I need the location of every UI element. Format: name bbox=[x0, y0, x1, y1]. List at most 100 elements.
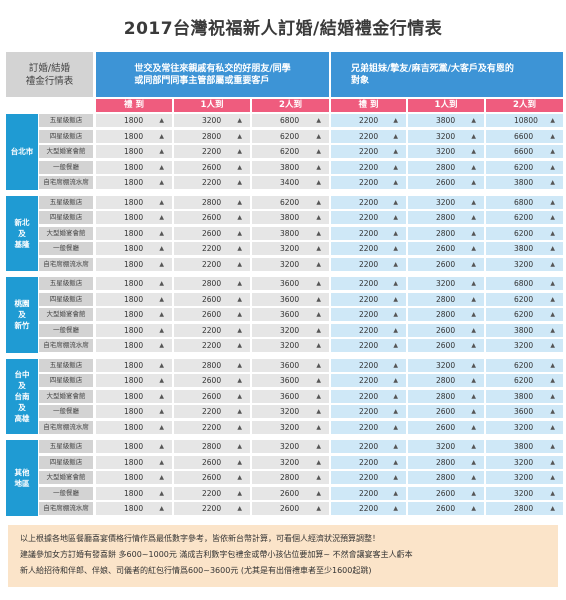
cell-value: 3800 bbox=[436, 116, 456, 125]
up-arrow-icon: ▲ bbox=[237, 148, 242, 155]
cell-value: 3200 bbox=[280, 244, 300, 253]
up-arrow-icon: ▲ bbox=[393, 214, 398, 221]
up-arrow-icon: ▲ bbox=[316, 423, 321, 431]
cell-value: 1800 bbox=[124, 473, 144, 482]
cell-value: 1800 bbox=[124, 457, 144, 467]
up-arrow-icon: ▲ bbox=[471, 148, 476, 155]
cell-value: 3200 bbox=[280, 259, 300, 269]
up-arrow-icon: ▲ bbox=[237, 458, 242, 466]
cell-value: 2800 bbox=[436, 213, 456, 222]
group-header-family-best-friends-text: 兄弟姐妹/摯友/麻吉死黨/大客戶及有恩的 對象 bbox=[351, 63, 514, 86]
cell-value: 2200 bbox=[359, 488, 379, 498]
cell-value: 2200 bbox=[359, 422, 379, 432]
up-arrow-icon: ▲ bbox=[316, 361, 321, 369]
up-arrow-icon: ▲ bbox=[237, 361, 242, 369]
table-cell: 2200 ▲ bbox=[174, 502, 250, 515]
table-cell: 6200 ▲ bbox=[486, 374, 563, 387]
cell-value: 1800 bbox=[124, 228, 144, 238]
up-arrow-icon: ▲ bbox=[393, 280, 398, 287]
table-cell: 2200 ▲ bbox=[174, 242, 250, 255]
up-arrow-icon: ▲ bbox=[316, 148, 321, 155]
cell-value: 3200 bbox=[514, 341, 534, 350]
up-arrow-icon: ▲ bbox=[393, 505, 398, 512]
up-arrow-icon: ▲ bbox=[550, 179, 555, 186]
table-cell: 1800 ▲ bbox=[96, 358, 172, 372]
table-cell: 3800 ▲ bbox=[408, 114, 484, 127]
table-cell: 6200 ▲ bbox=[486, 211, 563, 224]
cell-value: 3200 bbox=[280, 442, 300, 451]
cell-value: 2200 bbox=[359, 325, 379, 335]
table-cell: 2200 ▲ bbox=[331, 176, 406, 189]
cell-value: 1800 bbox=[124, 116, 144, 125]
cell-value: 3200 bbox=[514, 457, 534, 467]
group-header-close-relations: 世交及常往來親戚有私交的好朋友/同學 或同部門同事主管部屬或重要客戶 bbox=[96, 52, 329, 97]
cell-value: 2200 bbox=[359, 294, 379, 304]
cell-value: 2600 bbox=[280, 488, 300, 498]
group-header-close-relations-text: 世交及常往來親戚有私交的好朋友/同學 或同部門同事主管部屬或重要客戶 bbox=[134, 63, 291, 86]
table-cell: 2600 ▲ bbox=[174, 374, 250, 387]
table-cell: 1800 ▲ bbox=[96, 145, 172, 158]
table-cell: 6200 ▲ bbox=[486, 292, 563, 306]
up-arrow-icon: ▲ bbox=[316, 280, 321, 287]
column-header-1: 禮 到 bbox=[96, 99, 172, 112]
cell-value: 3200 bbox=[280, 407, 300, 416]
table-cell: 1800 ▲ bbox=[96, 486, 172, 500]
region-label-1: 台北市 bbox=[6, 114, 38, 190]
table-cell: 3800 ▲ bbox=[252, 160, 329, 174]
up-arrow-icon: ▲ bbox=[159, 443, 164, 450]
up-arrow-icon: ▲ bbox=[159, 408, 164, 415]
table-cell: 2800 ▲ bbox=[408, 160, 484, 174]
up-arrow-icon: ▲ bbox=[159, 132, 164, 140]
region-label-4: 台中及台南及高雄 bbox=[6, 358, 38, 434]
table-cell: 2600 ▲ bbox=[174, 308, 250, 321]
venue-label: 五星級飯店 bbox=[39, 114, 93, 127]
up-arrow-icon: ▲ bbox=[237, 443, 242, 450]
cell-value: 2600 bbox=[202, 213, 222, 222]
cell-value: 2200 bbox=[359, 391, 379, 401]
venue-label: 一般餐廳 bbox=[39, 486, 93, 500]
cell-value: 3600 bbox=[514, 407, 534, 416]
cell-value: 1800 bbox=[124, 259, 144, 269]
table-cell: 3200 ▲ bbox=[408, 358, 484, 372]
column-header-2: 1人到 bbox=[174, 99, 250, 112]
up-arrow-icon: ▲ bbox=[471, 214, 476, 221]
cell-value: 3200 bbox=[514, 488, 534, 498]
cell-value: 2200 bbox=[202, 504, 222, 513]
venue-label: 大型婚宴會館 bbox=[39, 471, 93, 484]
venue-label: 大型婚宴會館 bbox=[39, 145, 93, 158]
up-arrow-icon: ▲ bbox=[393, 489, 398, 497]
table-cell: 2200 ▲ bbox=[331, 145, 406, 158]
table-cell: 3200 ▲ bbox=[252, 257, 329, 271]
cell-value: 2200 bbox=[359, 147, 379, 156]
up-arrow-icon: ▲ bbox=[471, 392, 476, 400]
up-arrow-icon: ▲ bbox=[471, 229, 476, 237]
corner-label-text: 訂婚/結婚 禮金行情表 bbox=[25, 62, 74, 87]
cell-value: 6200 bbox=[514, 310, 534, 319]
table-cell: 2200 ▲ bbox=[331, 455, 406, 469]
table-cell: 2600 ▲ bbox=[408, 339, 484, 352]
up-arrow-icon: ▲ bbox=[393, 163, 398, 171]
up-arrow-icon: ▲ bbox=[316, 245, 321, 252]
up-arrow-icon: ▲ bbox=[237, 198, 242, 206]
corner-label: 訂婚/結婚 禮金行情表 bbox=[6, 52, 93, 97]
table-cell: 3200 ▲ bbox=[486, 339, 563, 352]
cell-value: 2200 bbox=[359, 407, 379, 416]
venue-label: 一般餐廳 bbox=[39, 242, 93, 255]
up-arrow-icon: ▲ bbox=[550, 458, 555, 466]
up-arrow-icon: ▲ bbox=[237, 132, 242, 140]
cell-value: 6200 bbox=[280, 197, 300, 207]
cell-value: 3200 bbox=[514, 422, 534, 432]
cell-value: 3200 bbox=[202, 116, 222, 125]
table-cell: 1800 ▲ bbox=[96, 389, 172, 403]
table-cell: 2200 ▲ bbox=[331, 211, 406, 224]
table-cell: 2200 ▲ bbox=[331, 257, 406, 271]
table-cell: 1800 ▲ bbox=[96, 502, 172, 515]
table-cell: 1800 ▲ bbox=[96, 339, 172, 352]
cell-value: 2200 bbox=[202, 422, 222, 432]
table-cell: 1800 ▲ bbox=[96, 440, 172, 453]
table-cell: 3800 ▲ bbox=[486, 323, 563, 337]
up-arrow-icon: ▲ bbox=[550, 132, 555, 140]
cell-value: 1800 bbox=[124, 376, 144, 385]
up-arrow-icon: ▲ bbox=[159, 489, 164, 497]
up-arrow-icon: ▲ bbox=[159, 229, 164, 237]
